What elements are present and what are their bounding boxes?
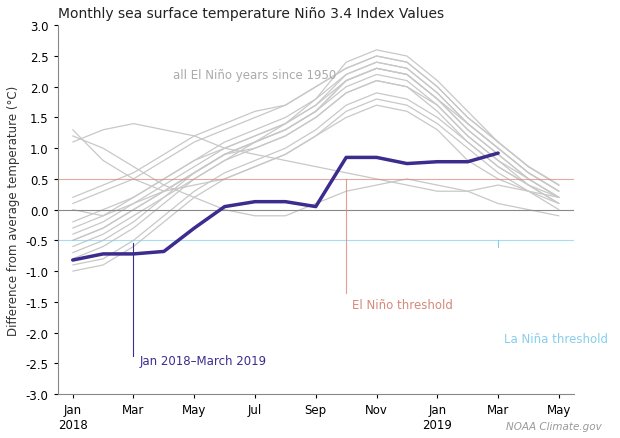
Text: all El Niño years since 1950: all El Niño years since 1950: [173, 69, 336, 82]
Text: El Niño threshold: El Niño threshold: [352, 299, 453, 312]
Text: Monthly sea surface temperature Niño 3.4 Index Values: Monthly sea surface temperature Niño 3.4…: [58, 7, 444, 21]
Text: Jan 2018–March 2019: Jan 2018–March 2019: [140, 354, 267, 367]
Text: NOAA Climate.gov: NOAA Climate.gov: [506, 421, 601, 431]
Text: La Niña threshold: La Niña threshold: [504, 332, 608, 346]
Y-axis label: Difference from average temperature (°C): Difference from average temperature (°C): [7, 85, 20, 335]
